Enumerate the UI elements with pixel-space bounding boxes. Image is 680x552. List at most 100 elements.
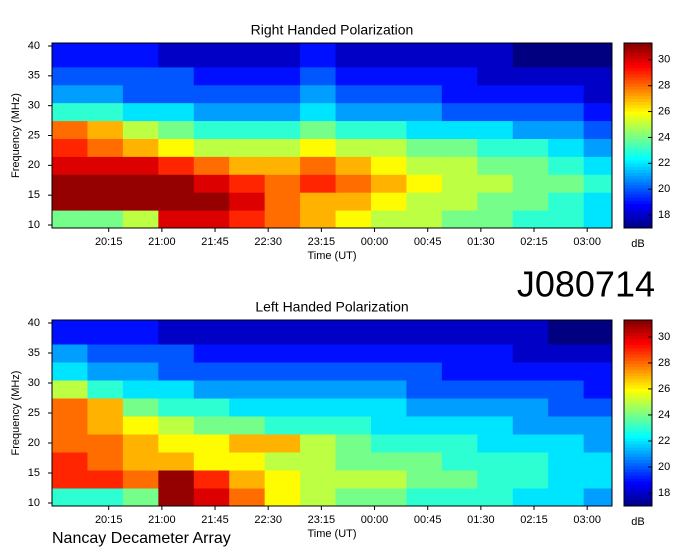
y-tick-label: 35 (28, 347, 40, 359)
heatmap-cell (264, 362, 301, 381)
colorbar-tick-label: 30 (658, 331, 670, 343)
colorbar-swatch (624, 104, 652, 109)
colorbar-swatch (624, 132, 652, 136)
colorbar-swatch (624, 67, 652, 72)
heatmap-cell (122, 398, 159, 417)
colorbar-tick-label: 22 (658, 435, 670, 447)
heatmap-cell (87, 452, 124, 471)
colorbar-swatch (624, 98, 652, 103)
colorbar-frame (623, 319, 653, 507)
heatmap-cell (122, 66, 159, 86)
heatmap-cell (229, 138, 266, 157)
colorbar-swatch (624, 344, 652, 349)
colorbar-swatch (624, 382, 652, 386)
heatmap-cell (87, 362, 124, 381)
heatmap-cell (264, 434, 301, 453)
heatmap-cell (122, 102, 159, 122)
heatmap-cell (335, 470, 372, 489)
heatmap-cell (370, 66, 407, 86)
heatmap-cell (548, 344, 585, 363)
heatmap-cell (548, 380, 585, 399)
heatmap-cell (335, 488, 372, 507)
heatmap-cell (122, 120, 159, 139)
heatmap-cell (300, 156, 337, 175)
heatmap-cell (158, 138, 195, 157)
heatmap-cell (335, 452, 372, 471)
heatmap-cell (512, 84, 549, 104)
heatmap-cell (264, 84, 301, 104)
heatmap-cell (300, 320, 337, 345)
colorbar-swatch (624, 496, 652, 501)
colorbar-swatch (624, 49, 652, 53)
x-tick-label: 01:30 (467, 236, 495, 248)
heatmap-cell (87, 344, 124, 363)
heatmap-cell (158, 192, 195, 211)
heatmap-cell (406, 84, 443, 104)
colorbar-swatch (624, 385, 652, 389)
heatmap-cell (193, 416, 230, 435)
footer: Nancay Decameter Array (52, 530, 231, 547)
heatmap-cell (300, 380, 337, 399)
x-tick-label: 21:45 (201, 236, 229, 248)
colorbar-swatch (624, 86, 652, 90)
colorbar-swatch (624, 80, 652, 84)
colorbar-swatch (624, 113, 652, 118)
colorbar-swatch (624, 58, 652, 62)
colorbar-swatch (624, 172, 652, 177)
heatmap-cell (406, 488, 443, 507)
colorbar-swatch (624, 409, 652, 414)
colorbar-swatch (624, 354, 652, 358)
colorbar-tick-label: 22 (658, 157, 670, 169)
colorbar-swatch (624, 160, 652, 164)
heatmap-cell (300, 102, 337, 122)
heatmap-cell (87, 320, 124, 345)
heatmap-cell (370, 452, 407, 471)
colorbar-swatch (624, 391, 652, 395)
heatmap-cell (512, 398, 549, 417)
heatmap-cell (229, 470, 266, 489)
heatmap-cell (370, 174, 407, 193)
colorbar-tick-label: 18 (658, 209, 670, 221)
heatmap-cell (300, 66, 337, 86)
heatmap-cell (441, 192, 478, 211)
heatmap-cell (229, 43, 266, 68)
colorbar-swatch (624, 175, 652, 180)
heatmap-cell (441, 210, 478, 229)
heatmap-cell (193, 156, 230, 175)
heatmap-cell (300, 174, 337, 193)
heatmap-cell (229, 434, 266, 453)
heatmap-cell (300, 210, 337, 229)
heatmap-cell (583, 192, 613, 211)
heatmap-cell (52, 452, 88, 471)
heatmap-cell (406, 380, 443, 399)
colorbar-swatch (624, 141, 652, 146)
colorbar-swatch (624, 76, 652, 81)
heatmap-cell (441, 398, 478, 417)
colorbar-swatch (624, 70, 652, 75)
heatmap-cell (548, 210, 585, 229)
heatmap-cell (406, 320, 443, 345)
colorbar-swatch (624, 465, 652, 470)
heatmap-cell (370, 434, 407, 453)
colorbar-swatch (624, 55, 652, 59)
x-tick-label: 22:30 (254, 514, 282, 526)
colorbar-swatch (624, 375, 652, 380)
heatmap-cell (335, 362, 372, 381)
heatmap-cell (583, 84, 613, 104)
heatmap-cell (158, 102, 195, 122)
heatmap-cell (512, 102, 549, 122)
heatmap-cell (477, 120, 514, 139)
heatmap-cell (335, 210, 372, 229)
colorbar-swatch (624, 117, 652, 121)
heatmap-cell (370, 488, 407, 507)
heatmap-cell (548, 120, 585, 139)
colorbar-label: dB (631, 516, 644, 528)
heatmap-cell (52, 398, 88, 417)
y-tick-label: 35 (28, 70, 40, 82)
heatmap-cell (229, 488, 266, 507)
colorbar-swatch (624, 400, 652, 405)
heatmap-cell (406, 66, 443, 86)
heatmap-cell (122, 156, 159, 175)
x-axis-label: Time (UT) (307, 250, 356, 262)
heatmap-cell (512, 174, 549, 193)
